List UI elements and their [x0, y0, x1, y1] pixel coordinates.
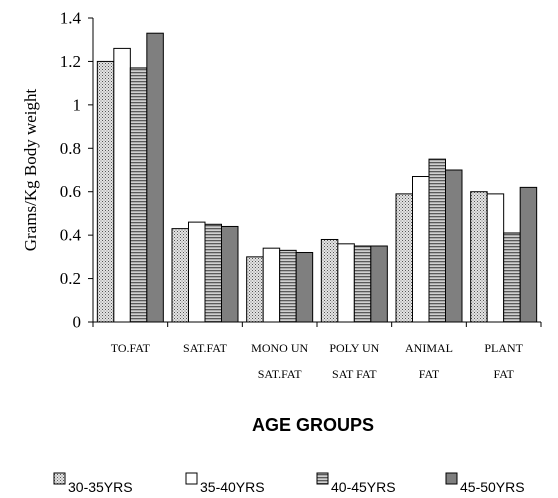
bar-30-35YRS [395, 193, 413, 323]
bar-30-35YRS [470, 191, 488, 323]
bar-30-35YRS [246, 256, 264, 323]
x-tick-label: FAT [493, 367, 514, 381]
x-tick-label: MONO UN [251, 341, 308, 355]
bar-45-50YRS [519, 186, 538, 323]
bar-35-40YRS [262, 247, 281, 323]
legend: 30-35YRS 35-40YRS 40-45YRS 45-50YRS [53, 472, 525, 495]
y-tick-label: 0.6 [60, 182, 81, 201]
x-tick-label: SAT.FAT [258, 367, 303, 381]
bar-30-35YRS [171, 228, 189, 323]
x-tick-label: POLY UN [329, 341, 379, 355]
x-tick-label: SAT.FAT [183, 341, 228, 355]
bar-40-45YRS [279, 249, 297, 323]
legend-label: 35-40YRS [200, 479, 265, 495]
x-tick-label: PLANT [484, 341, 523, 355]
bar-35-40YRS [337, 243, 355, 323]
x-tick-label: TO.FAT [111, 341, 151, 355]
legend-swatch [185, 472, 198, 485]
legend-swatch [445, 472, 458, 485]
bar-40-45YRS [428, 158, 446, 323]
y-axis: 0 0.2 0.4 0.6 0.8 1 1.2 1.4 [60, 9, 94, 332]
x-axis-title: AGE GROUPS [252, 415, 374, 435]
bar-45-50YRS [146, 32, 164, 323]
bar-30-35YRS [96, 60, 115, 323]
y-tick-label: 0.4 [60, 226, 82, 245]
x-axis: TO.FAT SAT.FAT MONO UN SAT.FAT POLY UN SAT FA… [92, 321, 542, 381]
y-tick-label: 0.8 [60, 139, 81, 158]
bar-40-45YRS [503, 232, 521, 323]
bar-40-45YRS [129, 67, 148, 323]
bar-45-50YRS [370, 245, 388, 323]
legend-label: 45-50YRS [460, 479, 525, 495]
bar-45-50YRS [295, 252, 314, 323]
y-tick-label: 0 [73, 313, 82, 332]
bar-40-45YRS [204, 223, 222, 323]
legend-swatch [53, 472, 66, 485]
bar-40-45YRS [353, 245, 372, 323]
bar-35-40YRS [113, 47, 131, 323]
bar-45-50YRS [221, 225, 239, 323]
bar-35-40YRS [412, 176, 430, 323]
x-tick-label: FAT [419, 367, 440, 381]
bars [96, 32, 538, 323]
x-tick-label: SAT FAT [332, 367, 377, 381]
bar-30-35YRS [320, 238, 339, 323]
legend-label: 40-45YRS [331, 479, 396, 495]
y-tick-label: 1.2 [60, 52, 81, 71]
bar-35-40YRS [188, 221, 206, 323]
y-tick-label: 0.2 [60, 269, 81, 288]
x-tick-label: ANIMAL [405, 341, 453, 355]
bar-45-50YRS [445, 169, 463, 323]
y-tick-label: 1 [73, 95, 82, 114]
legend-label: 30-35YRS [68, 479, 133, 495]
legend-swatch [316, 472, 329, 485]
y-tick-label: 1.4 [60, 9, 82, 28]
axis-labels: Grams/Kg Body weight AGE GROUPS [21, 89, 374, 435]
bar-35-40YRS [486, 193, 505, 323]
y-axis-title: Grams/Kg Body weight [21, 89, 40, 252]
